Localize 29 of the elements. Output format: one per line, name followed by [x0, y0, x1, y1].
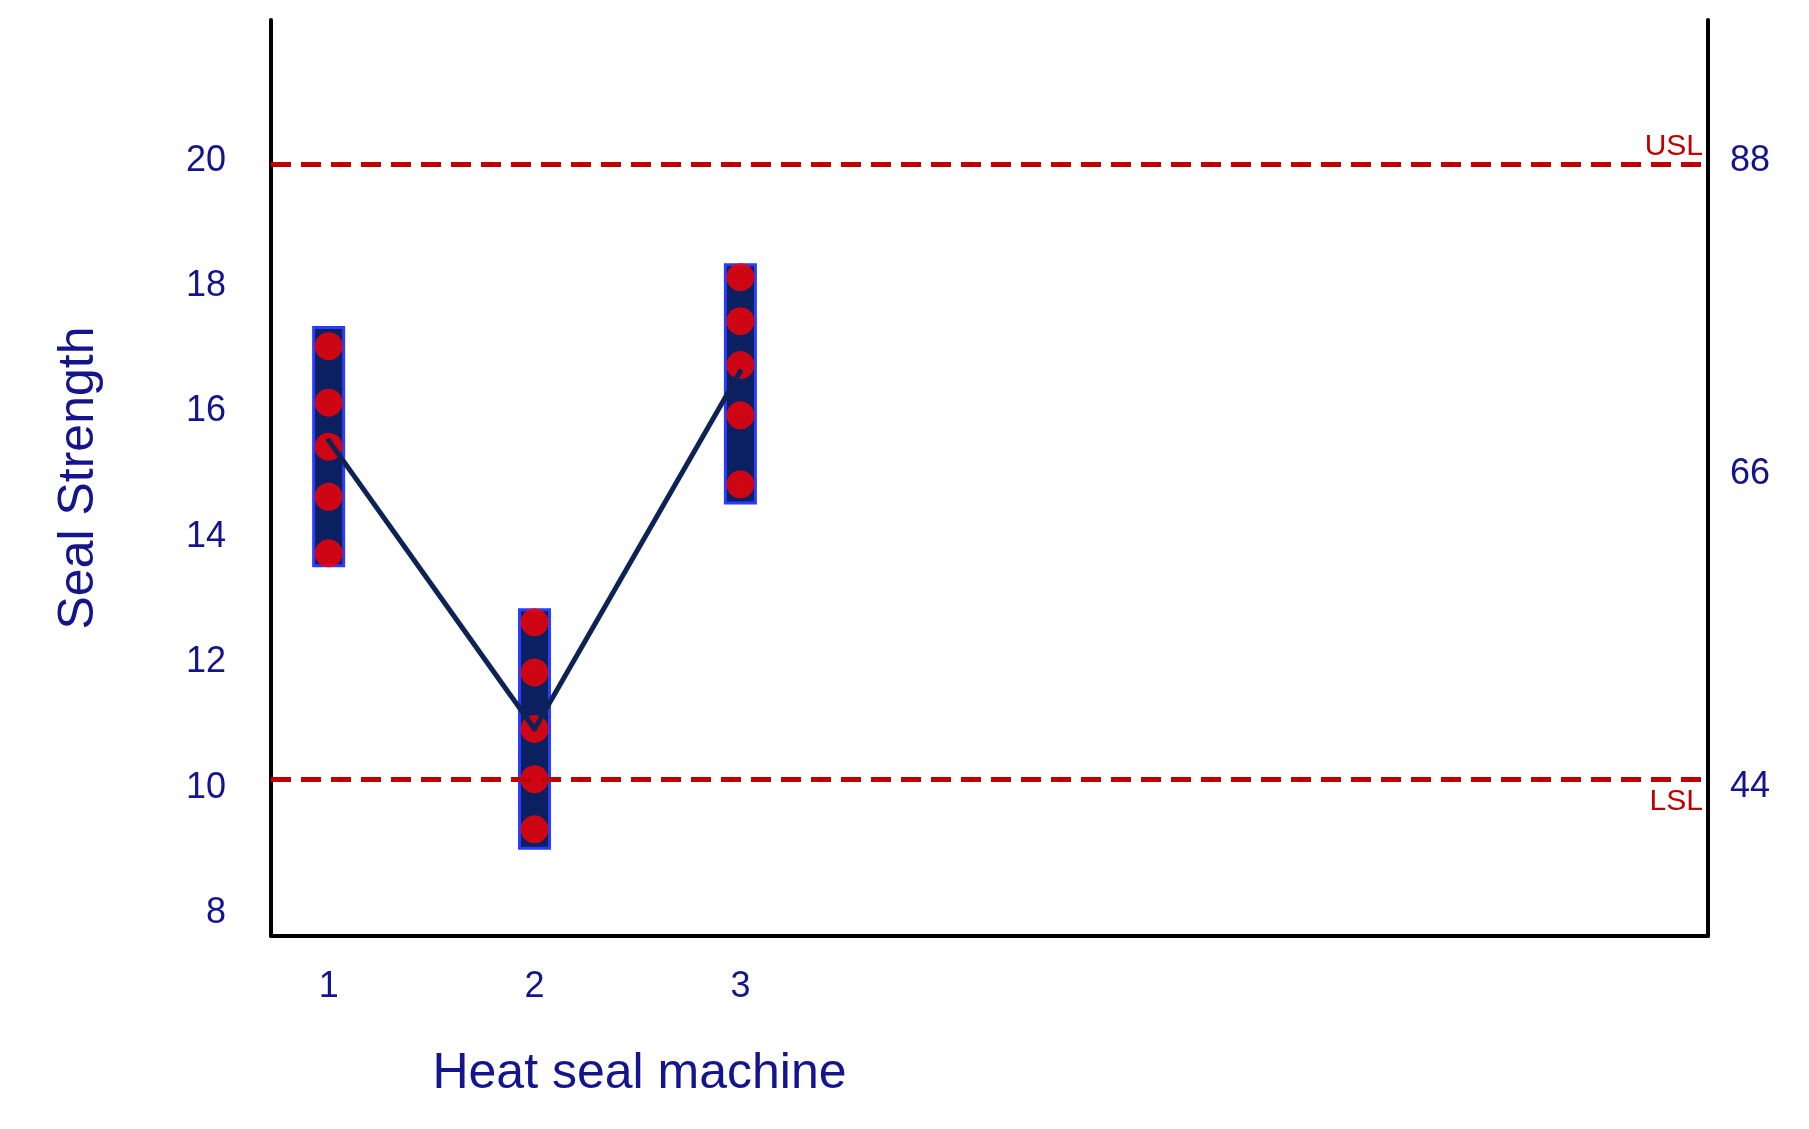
- ref-line-label: USL: [1644, 127, 1703, 161]
- point: [314, 388, 343, 417]
- y2-tick-label: 88: [1730, 137, 1771, 179]
- point: [726, 263, 755, 292]
- x-tick-label: 3: [730, 963, 751, 1005]
- y-tick-label: 16: [185, 388, 226, 430]
- y2-tick-label: 66: [1730, 451, 1771, 493]
- point: [314, 539, 343, 568]
- y-tick-label: 14: [185, 513, 226, 555]
- point: [726, 401, 755, 430]
- y2-tick-label: 44: [1730, 764, 1771, 806]
- y-tick-label: 10: [185, 764, 226, 806]
- point: [520, 608, 549, 637]
- point: [520, 658, 549, 687]
- point: [520, 815, 549, 844]
- point: [314, 482, 343, 511]
- y-tick-label: 20: [185, 137, 226, 179]
- y-tick-label: 18: [185, 263, 226, 305]
- ref-line-label: LSL: [1649, 782, 1703, 816]
- point: [726, 351, 755, 380]
- point: [726, 470, 755, 499]
- x-tick-label: 2: [524, 963, 545, 1005]
- point: [314, 332, 343, 361]
- point: [726, 307, 755, 336]
- y-axis-title: Seal Strength: [48, 326, 104, 630]
- y-tick-label: 12: [185, 639, 226, 681]
- x-axis-title: Heat seal machine: [432, 1043, 847, 1099]
- x-tick-label: 1: [318, 963, 339, 1005]
- y-tick-label: 8: [205, 890, 226, 932]
